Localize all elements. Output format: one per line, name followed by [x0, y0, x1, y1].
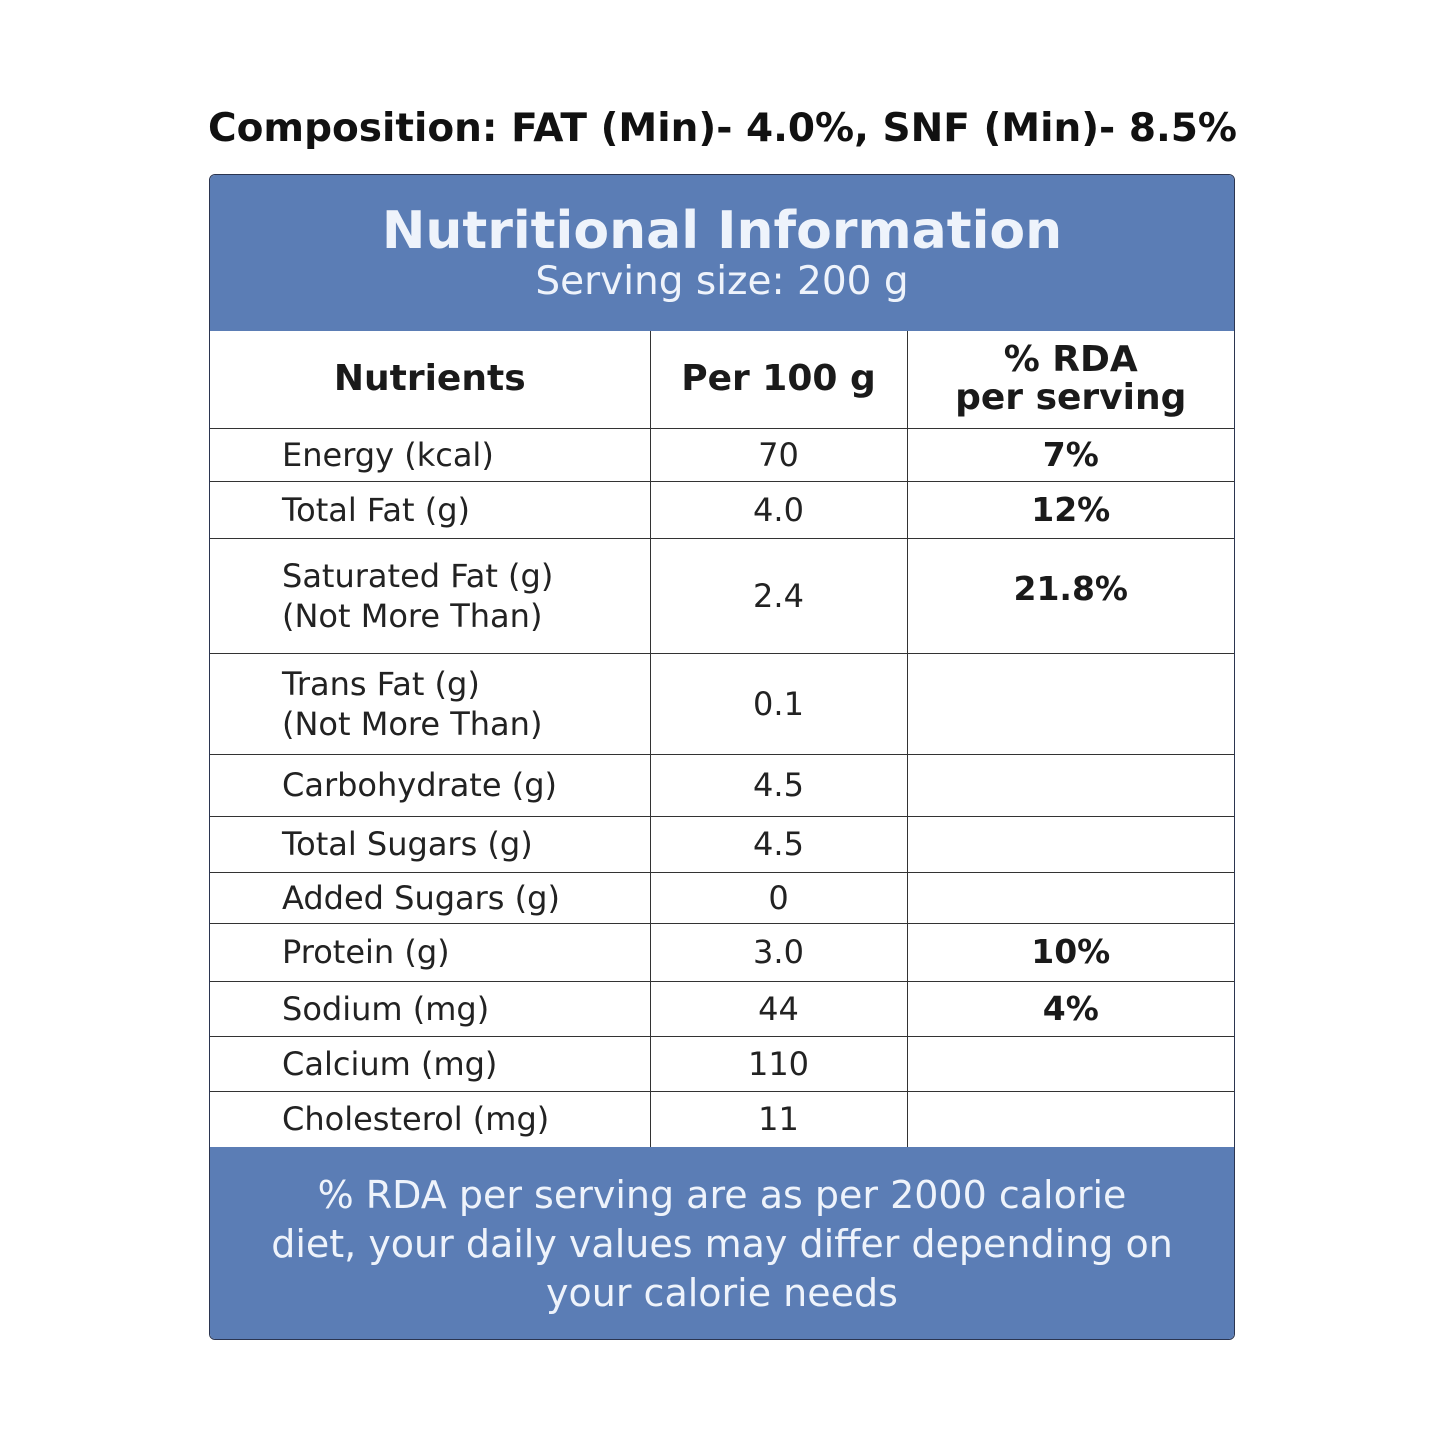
nutrition-table: Nutrients Per 100 g % RDA per serving En…	[210, 331, 1234, 1147]
per-100g-value: 2.4	[649, 537, 908, 654]
nutrient-name: Energy (kcal)	[210, 427, 651, 482]
table-row: Cholesterol (mg) 11	[210, 1090, 1234, 1147]
rda-footnote: % RDA per serving are as per 2000 calori…	[210, 1147, 1234, 1339]
per-100g-value: 4.0	[649, 480, 908, 539]
rda-value	[906, 815, 1234, 873]
header-rda: % RDA per serving	[906, 331, 1234, 429]
table-row: Saturated Fat (g) (Not More Than) 2.4 21…	[210, 537, 1234, 654]
nutrient-name-line1: Trans Fat (g)	[282, 664, 480, 703]
rda-value: 7%	[906, 427, 1234, 482]
nutrition-panel: Nutritional Information Serving size: 20…	[209, 174, 1235, 1340]
nutrient-name: Calcium (mg)	[210, 1035, 651, 1092]
rda-value: 10%	[906, 922, 1234, 982]
panel-title: Nutritional Information	[381, 201, 1063, 261]
nutrient-name-line2: (Not More Than)	[282, 596, 543, 635]
per-100g-value: 11	[649, 1090, 908, 1147]
nutrient-name: Cholesterol (mg)	[210, 1090, 651, 1147]
nutrient-name: Protein (g)	[210, 922, 651, 982]
header-rda-line2: per serving	[955, 377, 1187, 419]
nutrient-name-line1: Saturated Fat (g)	[282, 556, 554, 595]
panel-header: Nutritional Information Serving size: 20…	[210, 175, 1234, 331]
table-row: Added Sugars (g) 0	[210, 871, 1234, 924]
rda-value: 4%	[906, 980, 1234, 1037]
rda-value	[906, 753, 1234, 817]
footnote-text: % RDA per serving are as per 2000 calori…	[210, 1147, 1234, 1318]
nutrient-name-line2: (Not More Than)	[282, 704, 543, 743]
per-100g-value: 4.5	[649, 815, 908, 873]
per-100g-value: 70	[649, 427, 908, 482]
rda-value: 12%	[906, 480, 1234, 539]
rda-value	[906, 652, 1234, 755]
table-row: Energy (kcal) 70 7%	[210, 427, 1234, 482]
table-header-row: Nutrients Per 100 g % RDA per serving	[210, 331, 1234, 429]
per-100g-value: 0	[649, 871, 908, 924]
per-100g-value: 44	[649, 980, 908, 1037]
table-row: Carbohydrate (g) 4.5	[210, 753, 1234, 817]
per-100g-value: 3.0	[649, 922, 908, 982]
nutrient-name: Added Sugars (g)	[210, 871, 651, 924]
header-rda-line1: % RDA	[1003, 339, 1138, 381]
table-row: Sodium (mg) 44 4%	[210, 980, 1234, 1037]
rda-value: 21.8%	[906, 537, 1234, 654]
nutrient-name: Saturated Fat (g) (Not More Than)	[210, 537, 651, 654]
per-100g-value: 4.5	[649, 753, 908, 817]
table-row: Total Fat (g) 4.0 12%	[210, 480, 1234, 539]
serving-size: Serving size: 200 g	[535, 259, 909, 304]
footnote-line1: % RDA per serving are as per 2000 calori…	[317, 1173, 1127, 1217]
table-row: Calcium (mg) 110	[210, 1035, 1234, 1092]
nutrient-name: Total Fat (g)	[210, 480, 651, 539]
nutrient-name: Carbohydrate (g)	[210, 753, 651, 817]
per-100g-value: 110	[649, 1035, 908, 1092]
table-row: Trans Fat (g) (Not More Than) 0.1	[210, 652, 1234, 755]
table-row: Total Sugars (g) 4.5	[210, 815, 1234, 873]
nutrient-name: Trans Fat (g) (Not More Than)	[210, 652, 651, 755]
per-100g-value: 0.1	[649, 652, 908, 755]
header-per-100g: Per 100 g	[649, 331, 908, 429]
nutrient-name: Sodium (mg)	[210, 980, 651, 1037]
footnote-line2: diet, your daily values may differ depen…	[271, 1222, 1173, 1266]
nutrient-name: Total Sugars (g)	[210, 815, 651, 873]
rda-value	[906, 1090, 1234, 1147]
header-nutrients: Nutrients	[210, 331, 651, 429]
rda-value	[906, 1035, 1234, 1092]
composition-text: Composition: FAT (Min)- 4.0%, SNF (Min)-…	[208, 106, 1237, 151]
table-row: Protein (g) 3.0 10%	[210, 922, 1234, 982]
rda-value	[906, 871, 1234, 924]
footnote-line3: your calorie needs	[546, 1271, 898, 1315]
